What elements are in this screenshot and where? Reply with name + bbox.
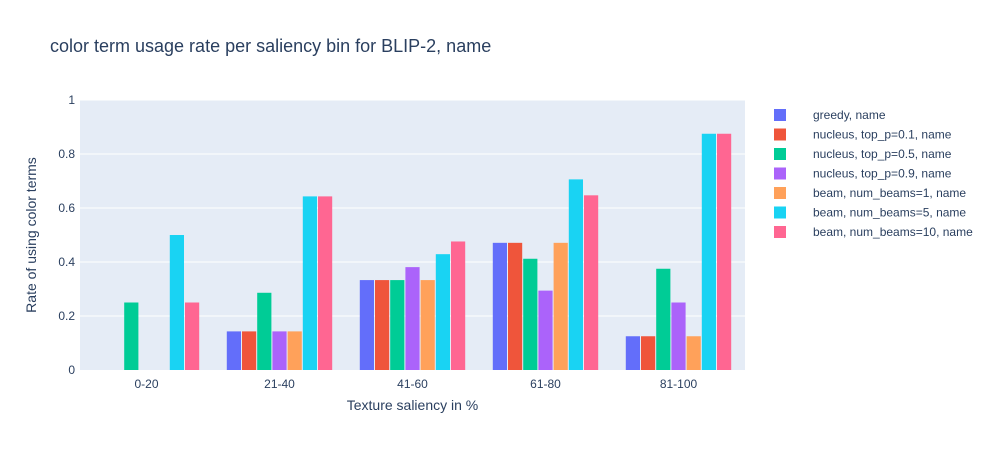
legend-swatch [774, 128, 786, 141]
bar[interactable] [359, 280, 374, 370]
legend-swatch [774, 206, 786, 219]
bar[interactable] [538, 290, 553, 370]
x-axis-ticks: 0-20 21-40 41-60 61-80 81-100 [134, 377, 697, 391]
y-tick-label: 0.4 [58, 255, 75, 269]
bar[interactable] [523, 258, 538, 370]
legend-label: beam, num_beams=5, name [813, 206, 966, 220]
legend-label: greedy, name [813, 108, 886, 122]
bar[interactable] [390, 280, 405, 370]
legend-label: beam, num_beams=10, name [813, 225, 973, 239]
y-tick-label: 0.8 [58, 147, 75, 161]
legend-swatch [774, 187, 786, 199]
legend-item[interactable]: beam, num_beams=10, name [774, 225, 973, 239]
bar[interactable] [553, 242, 568, 370]
bar[interactable] [185, 302, 200, 371]
legend-label: beam, num_beams=1, name [813, 186, 966, 200]
bar[interactable] [405, 267, 420, 370]
legend-label: nucleus, top_p=0.5, name [813, 147, 952, 161]
y-tick-label: 1 [68, 93, 75, 107]
bars [124, 133, 732, 371]
bar[interactable] [435, 254, 450, 370]
legend-swatch [774, 167, 786, 180]
legend-swatch [774, 148, 786, 160]
y-axis-ticks: 0 0.2 0.4 0.6 0.8 1 [58, 93, 75, 377]
y-tick-label: 0 [68, 363, 75, 377]
legend-label: nucleus, top_p=0.9, name [813, 167, 952, 181]
legend-item[interactable]: nucleus, top_p=0.5, name [774, 147, 952, 161]
legend-item[interactable]: beam, num_beams=1, name [774, 186, 966, 200]
x-tick-label: 61-80 [530, 377, 561, 391]
bar[interactable] [671, 302, 686, 371]
legend-label: nucleus, top_p=0.1, name [813, 128, 952, 142]
bar[interactable] [568, 179, 583, 370]
bar[interactable] [226, 331, 241, 370]
bar[interactable] [420, 280, 435, 370]
chart-title: color term usage rate per saliency bin f… [50, 36, 491, 56]
x-axis-title: Texture saliency in % [347, 397, 479, 413]
legend-item[interactable]: beam, num_beams=5, name [774, 206, 966, 220]
bar[interactable] [701, 133, 716, 370]
legend-item[interactable]: nucleus, top_p=0.9, name [774, 167, 952, 181]
y-tick-label: 0.6 [58, 201, 75, 215]
bar[interactable] [508, 242, 523, 370]
legend[interactable]: greedy, name nucleus, top_p=0.1, name nucl… [774, 108, 973, 239]
bar[interactable] [717, 133, 732, 370]
legend-item[interactable]: greedy, name [774, 108, 886, 122]
bar[interactable] [124, 302, 139, 371]
legend-item[interactable]: nucleus, top_p=0.1, name [774, 128, 952, 142]
x-tick-label: 41-60 [397, 377, 428, 391]
x-tick-label: 81-100 [660, 377, 698, 391]
bar[interactable] [257, 292, 272, 370]
bar[interactable] [169, 235, 184, 370]
legend-swatch [774, 109, 786, 121]
bar[interactable] [272, 331, 287, 370]
bar[interactable] [242, 331, 257, 370]
bar[interactable] [584, 195, 599, 370]
bar[interactable] [656, 268, 671, 370]
bar[interactable] [302, 196, 317, 370]
bar[interactable] [686, 336, 701, 370]
bar[interactable] [492, 242, 507, 370]
legend-swatch [774, 226, 786, 238]
bar[interactable] [318, 196, 333, 370]
bar[interactable] [451, 241, 466, 370]
y-axis-title: Rate of using color terms [23, 157, 39, 313]
bar[interactable] [375, 280, 390, 370]
bar[interactable] [641, 336, 656, 370]
x-tick-label: 21-40 [264, 377, 295, 391]
bar[interactable] [625, 336, 640, 370]
bar[interactable] [287, 331, 302, 370]
y-tick-label: 0.2 [58, 309, 75, 323]
x-tick-label: 0-20 [134, 377, 158, 391]
